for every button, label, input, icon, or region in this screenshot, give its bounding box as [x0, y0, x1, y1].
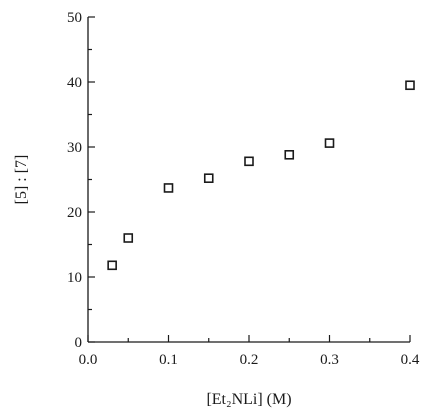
y-tick-label: 0	[75, 335, 83, 351]
data-point	[405, 80, 415, 91]
y-tick-label: 40	[67, 75, 82, 91]
x-tick-label: 0.3	[320, 352, 339, 368]
y-tick-label: 30	[67, 140, 82, 156]
data-point	[123, 233, 134, 243]
x-tick-label: 0.2	[240, 352, 259, 368]
data-point	[244, 156, 254, 167]
ticks: 0 10 20 30 40 50 0.0 0.1 0.2 0.3 0.4	[67, 10, 420, 368]
y-tick-label: 20	[67, 205, 82, 221]
data-point	[203, 173, 214, 183]
data-point	[107, 260, 117, 271]
y-axis-label: [5] : [7]	[13, 155, 30, 205]
x-tick-label: 0.4	[401, 352, 420, 368]
axes	[87, 17, 410, 343]
x-tick-label: 0.1	[159, 352, 178, 368]
y-tick-label: 50	[67, 10, 82, 26]
x-axis-label: [Et₂NLi] (M)	[206, 391, 291, 408]
y-tick-label: 10	[67, 270, 82, 286]
x-tick-label: 0.0	[79, 352, 98, 368]
data-point	[324, 138, 335, 148]
data-point	[163, 183, 174, 193]
data-points	[107, 80, 415, 271]
data-point	[284, 150, 295, 160]
